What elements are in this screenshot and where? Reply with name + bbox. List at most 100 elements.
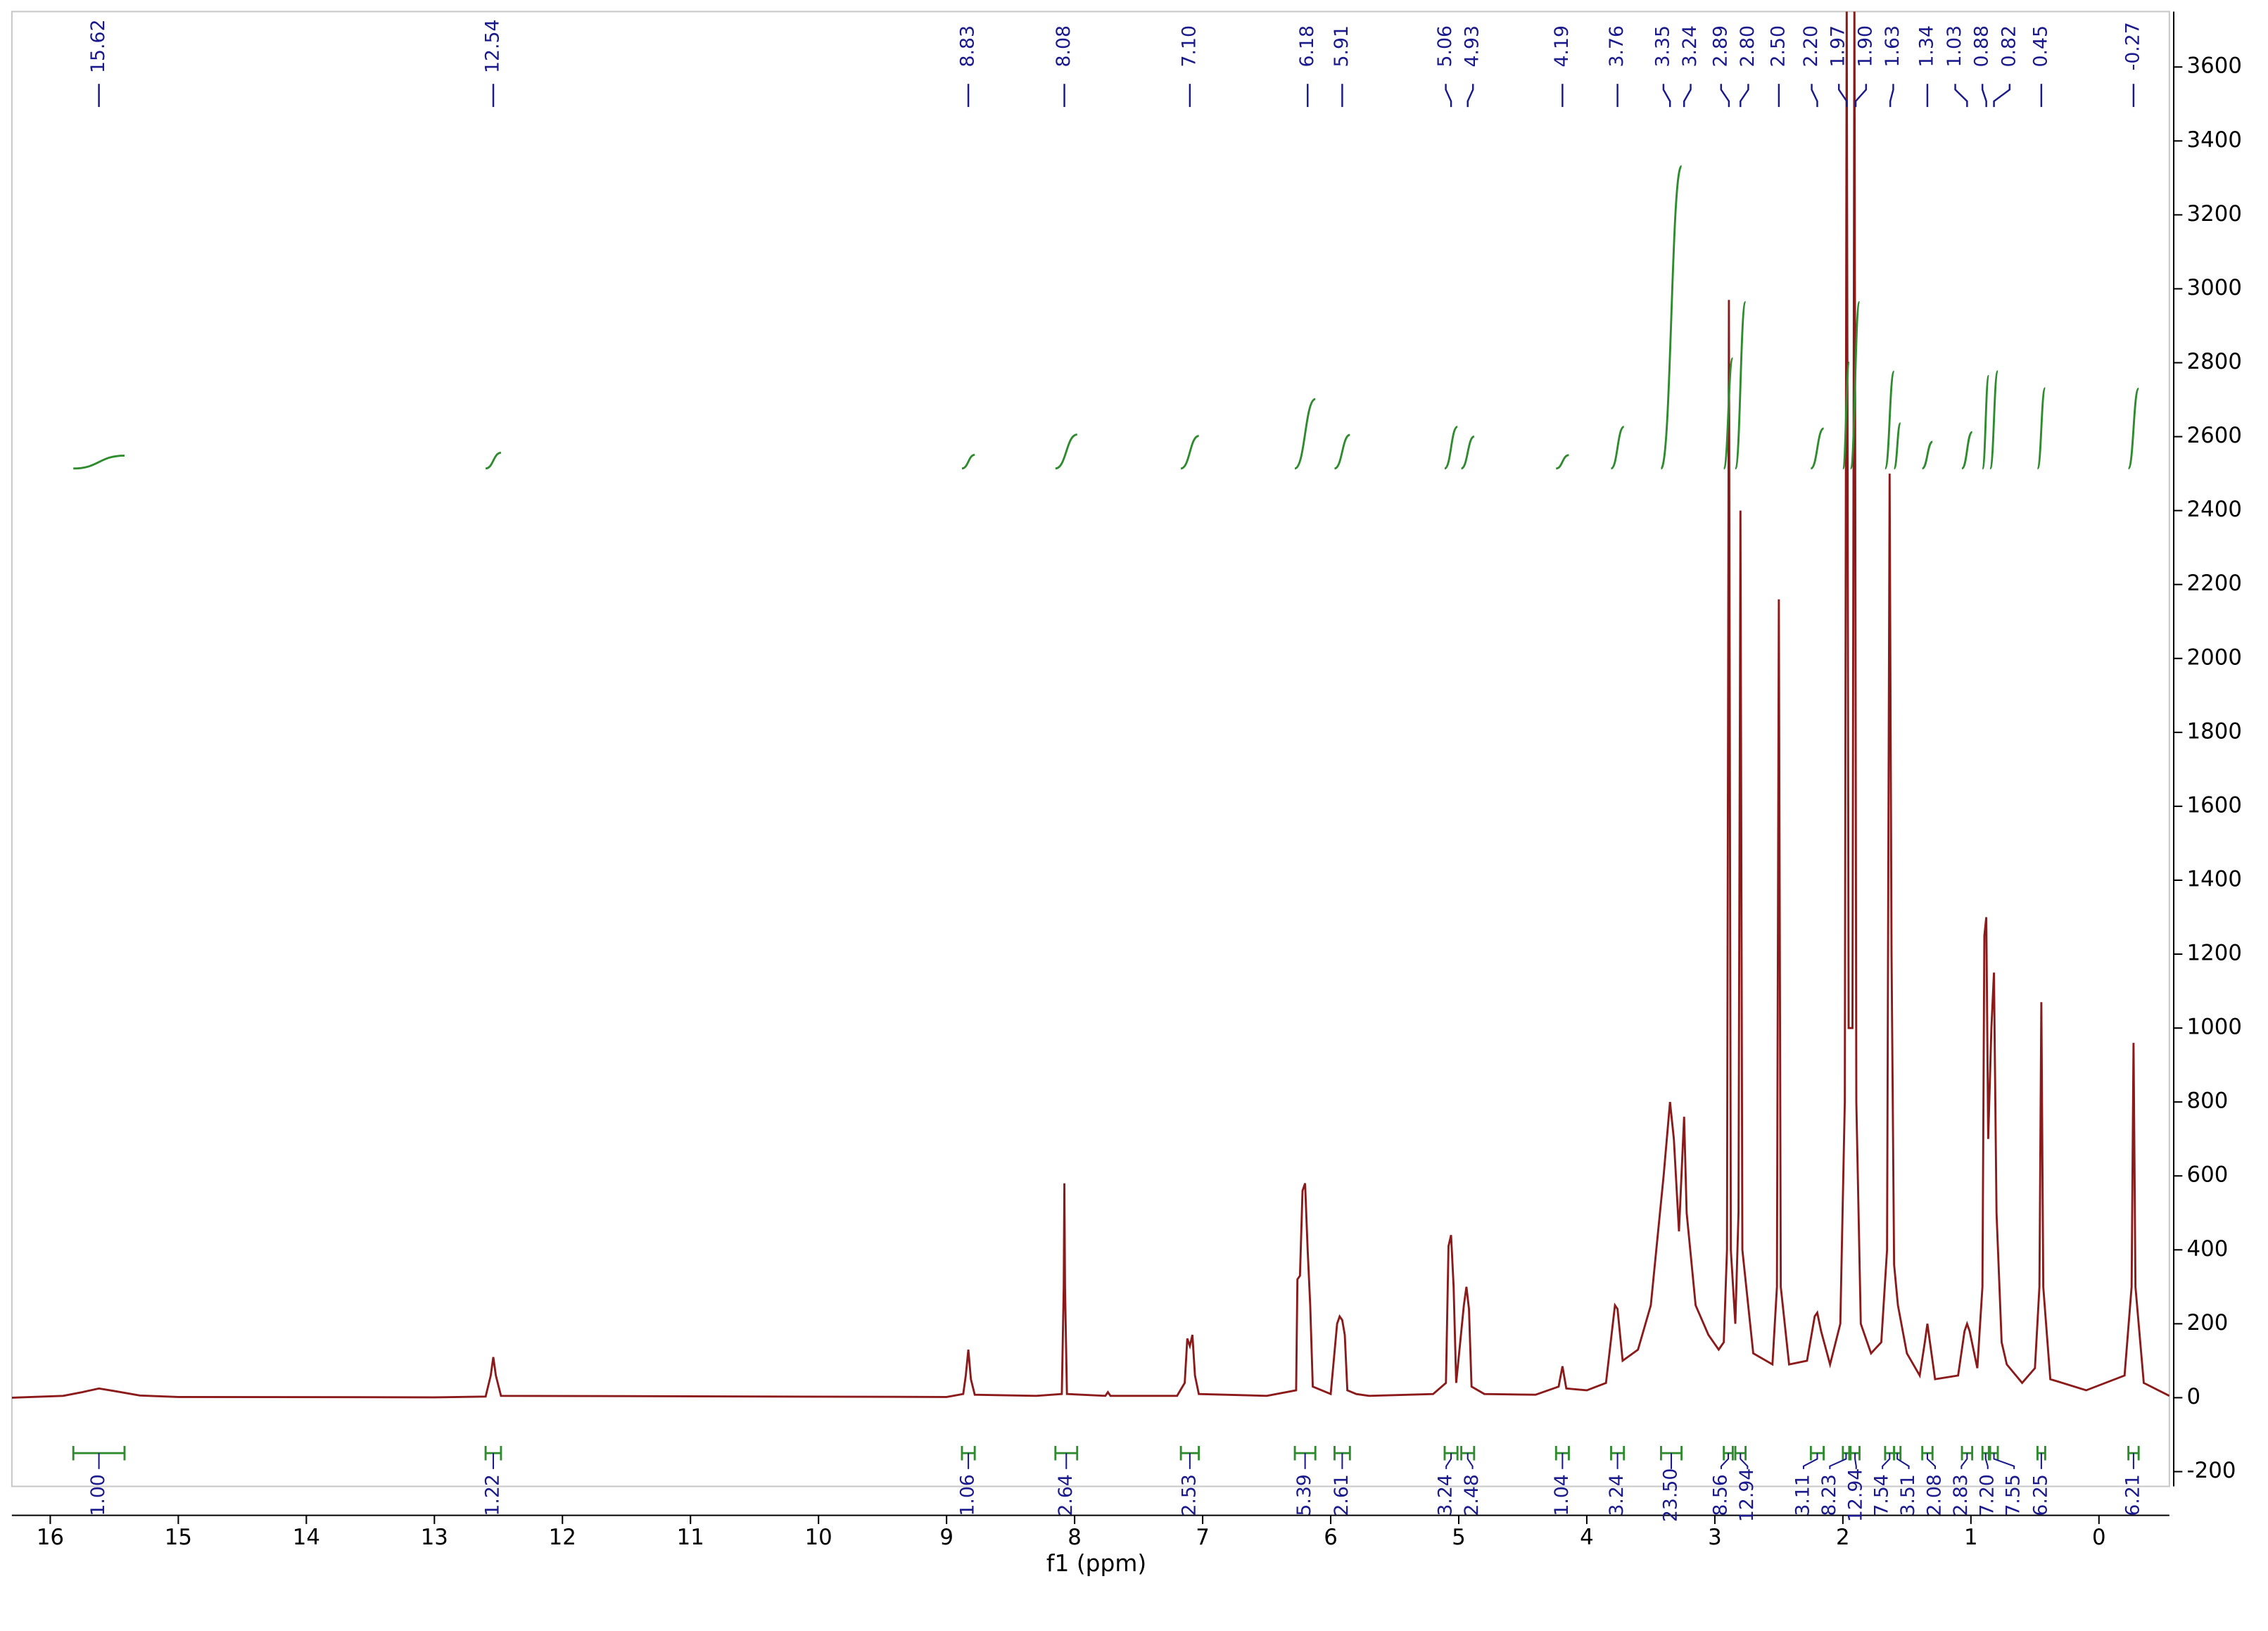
peak-label: 3.35 (1652, 25, 1673, 67)
peak-label: 1.90 (1854, 25, 1876, 67)
integral-connector (1445, 1453, 1452, 1469)
integral-bracket (1554, 1445, 1570, 1461)
peak-connector (1720, 84, 1730, 108)
x-tick-label: 2 (1836, 1525, 1850, 1550)
peak-label: 1.34 (1915, 25, 1937, 67)
peak-label: 5.91 (1331, 25, 1352, 67)
integral-bracket (1460, 1445, 1476, 1461)
peak-label: 7.10 (1178, 25, 1200, 67)
y-tick-label: 1400 (2187, 866, 2242, 891)
y-tick-label: 2000 (2187, 645, 2242, 670)
integral-label: 1.06 (957, 1474, 979, 1516)
integral-connector (1466, 1453, 1474, 1469)
peak-connector (1837, 84, 1848, 108)
x-tick-label: 12 (549, 1525, 576, 1550)
x-tick-label: 5 (1452, 1525, 1466, 1550)
integral-connector (1802, 1453, 1818, 1469)
integral-label: 7.55 (2003, 1474, 2025, 1516)
x-tick-label: 15 (165, 1525, 192, 1550)
integral-curve (1180, 435, 1200, 470)
integral-connector (1984, 1453, 1989, 1469)
integral-bracket (1981, 1445, 1990, 1461)
x-tick-label: 10 (805, 1525, 832, 1550)
integral-curve (1981, 374, 1990, 470)
integral-bracket (1723, 1445, 1734, 1461)
y-tick-label: 1600 (2187, 792, 2242, 818)
peak-label: 5.06 (1434, 25, 1456, 67)
integral-connector (1960, 1453, 1968, 1469)
x-axis-label: f1 (ppm) (1046, 1549, 1146, 1577)
y-tick-label: 2200 (2187, 571, 2242, 596)
integral-bracket (1333, 1445, 1351, 1461)
integral-connector (1720, 1453, 1730, 1469)
peak-label: 15.62 (87, 20, 109, 73)
peak-label: 4.19 (1551, 25, 1573, 67)
integral-label: 2.83 (1950, 1474, 1972, 1516)
peak-connector (1683, 84, 1692, 108)
x-tick-label: 1 (1964, 1525, 1978, 1550)
integral-label: 3.24 (1606, 1474, 1628, 1516)
x-tick-label: 6 (1324, 1525, 1338, 1550)
integral-curve (1884, 370, 1896, 470)
peak-connector (1466, 84, 1474, 108)
integral-connector (1896, 1453, 1910, 1469)
integral-bracket (1960, 1445, 1974, 1461)
integral-connector (1854, 1453, 1857, 1469)
integral-bracket (1921, 1445, 1934, 1461)
peak-label: 8.83 (957, 25, 979, 67)
y-tick-label: 1200 (2187, 941, 2242, 966)
integral-label: 3.11 (1792, 1474, 1813, 1516)
integral-bracket (1842, 1445, 1851, 1461)
integral-curve (1723, 357, 1734, 470)
integral-curve (1555, 454, 1569, 470)
integral-label: 7.20 (1976, 1474, 1998, 1516)
integral-curve (485, 452, 502, 470)
integral-bracket (1610, 1445, 1626, 1461)
peak-connector (1740, 84, 1749, 108)
x-tick-label: 4 (1580, 1525, 1594, 1550)
integral-label: 3.51 (1897, 1474, 1919, 1516)
peak-label: 3.24 (1679, 25, 1701, 67)
integral-bracket (2036, 1445, 2046, 1461)
peak-label: 0.45 (2029, 25, 2051, 67)
x-tick-label: 13 (421, 1525, 448, 1550)
integral-label: 23.50 (1660, 1468, 1682, 1522)
x-tick-label: 8 (1068, 1525, 1082, 1550)
integral-curve (73, 455, 125, 470)
y-tick-label: 800 (2187, 1089, 2229, 1114)
integral-label: 2.48 (1461, 1474, 1483, 1516)
peak-connector (1981, 84, 1987, 108)
peak-label: 8.08 (1053, 25, 1075, 67)
y-tick-label: 1000 (2187, 1015, 2242, 1040)
integral-bracket (961, 1445, 976, 1461)
y-tick-label: 0 (2187, 1384, 2201, 1409)
integral-connector (1993, 1453, 2015, 1469)
peak-connector (1889, 84, 1894, 108)
integral-label: 6.21 (2122, 1474, 2143, 1516)
integral-curve (1660, 165, 1683, 470)
integral-curve (1849, 300, 1861, 470)
integral-bracket (1893, 1445, 1902, 1461)
integral-curve (2127, 387, 2140, 470)
x-tick-label: 9 (939, 1525, 954, 1550)
x-tick-label: 7 (1196, 1525, 1210, 1550)
peak-label: 1.03 (1944, 25, 1965, 67)
plot-frame (11, 11, 2170, 1487)
integral-curve (1842, 361, 1851, 470)
integral-connector (1829, 1453, 1847, 1469)
integral-curve (1444, 426, 1458, 470)
integral-label: 2.64 (1055, 1474, 1077, 1516)
integral-bracket (484, 1445, 502, 1461)
y-tick-label: 2400 (2187, 497, 2242, 522)
integral-bracket (2127, 1445, 2140, 1461)
peak-connector (1954, 84, 1968, 108)
y-tick-label: 400 (2187, 1236, 2229, 1262)
integral-bracket (1660, 1445, 1683, 1461)
integral-bracket (1849, 1445, 1861, 1461)
spectrum-line (11, 11, 2169, 1399)
y-tick-label: 3600 (2187, 53, 2242, 79)
x-tick-label: 16 (37, 1525, 64, 1550)
peak-label: 2.89 (1709, 25, 1731, 67)
peak-connector (1662, 84, 1671, 108)
x-tick-label: 14 (293, 1525, 320, 1550)
